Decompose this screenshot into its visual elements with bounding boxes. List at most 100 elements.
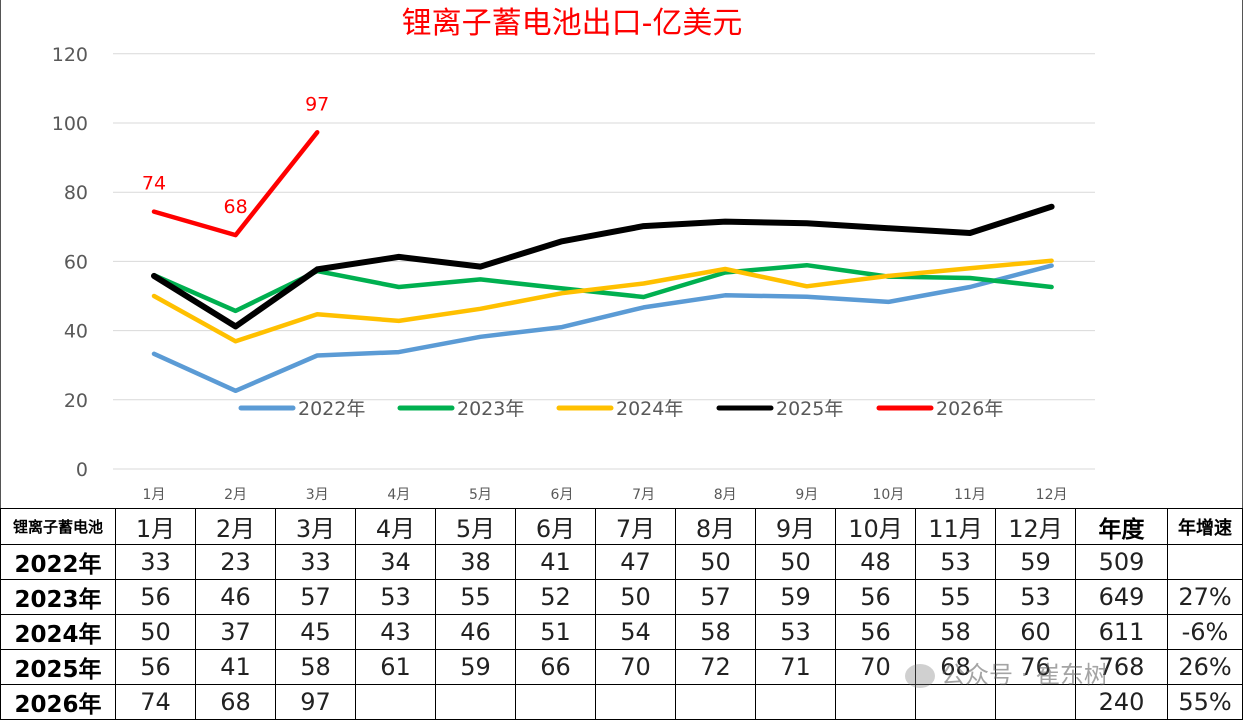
table-cell: 53 <box>995 579 1076 615</box>
table-cell: 60 <box>995 614 1076 650</box>
row-label: 2026年 <box>0 684 116 720</box>
table-header-cell: 7月 <box>595 508 676 545</box>
legend-label: 2026年 <box>936 398 1003 420</box>
table-cell: 50 <box>115 614 196 650</box>
table-cell: 58 <box>275 649 356 685</box>
table-cell: 41 <box>195 649 276 685</box>
table-cell: 61 <box>355 649 436 685</box>
table-cell: 56 <box>115 649 196 685</box>
series-line-2022年 <box>151 263 1054 394</box>
table-cell: 55 <box>915 579 996 615</box>
table-cell: 52 <box>515 579 596 615</box>
table-cell: 72 <box>675 649 756 685</box>
table-cell: 23 <box>195 544 276 580</box>
table-cell: 57 <box>275 579 356 615</box>
table-cell: 509 <box>1075 544 1168 580</box>
table-cell: 55% <box>1167 684 1243 720</box>
table-cell: 48 <box>835 544 916 580</box>
table-row: 2023年 56 46 57 53 55 52 50 57 59 56 55 53 649 27% <box>0 579 1243 615</box>
table-cell: 68 <box>915 649 996 685</box>
legend-label: 2025年 <box>776 398 843 420</box>
table-cell: 38 <box>435 544 516 580</box>
table-header-cell: 3月 <box>275 508 356 545</box>
table-header-row: 锂离子蓄电池 1月 2月 3月 4月 5月 6月 7月 8月 9月 10月 11月 12月 年度 年增速 <box>0 508 1243 545</box>
table-cell: 611 <box>1075 614 1168 650</box>
table-cell: -6% <box>1167 614 1243 650</box>
table-cell: 768 <box>1075 649 1168 685</box>
table-row: 2022年 33 23 33 34 38 41 47 50 50 48 53 59 509 <box>0 544 1243 580</box>
x-tick-label: 9月 <box>795 487 818 503</box>
table-cell: 71 <box>755 649 836 685</box>
table-header-cell: 8月 <box>675 508 756 545</box>
data-label: 74 <box>142 173 166 195</box>
table-header-cell: 年增速 <box>1167 508 1243 545</box>
table-header-cell: 12月 <box>995 508 1076 545</box>
x-tick-label: 11月 <box>954 487 986 503</box>
table-cell: 70 <box>595 649 676 685</box>
row-label: 2024年 <box>0 614 116 650</box>
table-cell: 54 <box>595 614 676 650</box>
data-table: 锂离子蓄电池 1月 2月 3月 4月 5月 6月 7月 8月 9月 10月 11月 12月 年度 年增速 20… <box>0 508 1243 720</box>
y-tick-label: 20 <box>64 390 88 412</box>
series-line-2025年 <box>151 203 1055 330</box>
table-header-cell: 5月 <box>435 508 516 545</box>
row-label: 2025年 <box>0 649 116 685</box>
series-lines <box>151 130 1055 394</box>
table-cell: 33 <box>275 544 356 580</box>
table-header-cell: 1月 <box>115 508 196 545</box>
table-cell: 70 <box>835 649 916 685</box>
table-cell: 45 <box>275 614 356 650</box>
table-cell: 76 <box>995 649 1076 685</box>
table-cell <box>1167 544 1243 580</box>
table-cell: 66 <box>515 649 596 685</box>
table-header-cell: 11月 <box>915 508 996 545</box>
series-line-2024年 <box>151 258 1054 344</box>
data-label: 97 <box>305 93 329 115</box>
y-tick-label: 60 <box>64 251 88 273</box>
table-cell: 58 <box>675 614 756 650</box>
y-axis-ticks: 0 20 40 60 80 100 120 <box>52 44 88 481</box>
table-cell: 26% <box>1167 649 1243 685</box>
table-cell: 51 <box>515 614 596 650</box>
table-header-cell: 10月 <box>835 508 916 545</box>
table-cell: 56 <box>835 614 916 650</box>
x-tick-label: 3月 <box>306 487 329 503</box>
table-cell: 50 <box>755 544 836 580</box>
gridlines <box>113 53 1095 470</box>
table-cell <box>915 684 996 720</box>
legend-label: 2024年 <box>616 398 683 420</box>
y-tick-label: 120 <box>52 44 88 66</box>
line-chart: 锂离子蓄电池出口-亿美元 0 20 40 60 80 100 120 1月 2月 3月 4月 5月 6… <box>52 6 1095 503</box>
table-cell: 27% <box>1167 579 1243 615</box>
table-cell <box>515 684 596 720</box>
table-header-cell: 9月 <box>755 508 836 545</box>
table-cell: 59 <box>755 579 836 615</box>
y-tick-label: 0 <box>76 459 88 481</box>
table-cell: 46 <box>435 614 516 650</box>
row-label: 2022年 <box>0 544 116 580</box>
table-row: 2024年 50 37 45 43 46 51 54 58 53 56 58 60 611 -6% <box>0 614 1243 650</box>
table-row: 2025年 56 41 58 61 59 66 70 72 71 70 68 76 768 26% <box>0 649 1243 685</box>
table-cell <box>435 684 516 720</box>
y-tick-label: 40 <box>64 321 88 343</box>
table-cell: 50 <box>595 579 676 615</box>
x-tick-label: 2月 <box>224 487 247 503</box>
x-tick-label: 10月 <box>872 487 904 503</box>
table-cell: 34 <box>355 544 436 580</box>
table-cell: 649 <box>1075 579 1168 615</box>
x-tick-label: 7月 <box>632 487 655 503</box>
table-cell: 55 <box>435 579 516 615</box>
x-tick-label: 4月 <box>387 487 410 503</box>
table-cell: 59 <box>435 649 516 685</box>
table-cell: 53 <box>915 544 996 580</box>
table-cell: 43 <box>355 614 436 650</box>
table-cell: 58 <box>915 614 996 650</box>
x-tick-label: 1月 <box>143 487 166 503</box>
table-cell: 56 <box>115 579 196 615</box>
x-tick-label: 5月 <box>469 487 492 503</box>
x-tick-label: 8月 <box>714 487 737 503</box>
table-cell: 33 <box>115 544 196 580</box>
x-tick-label: 6月 <box>551 487 574 503</box>
legend-label: 2023年 <box>457 398 524 420</box>
table-cell: 56 <box>835 579 916 615</box>
